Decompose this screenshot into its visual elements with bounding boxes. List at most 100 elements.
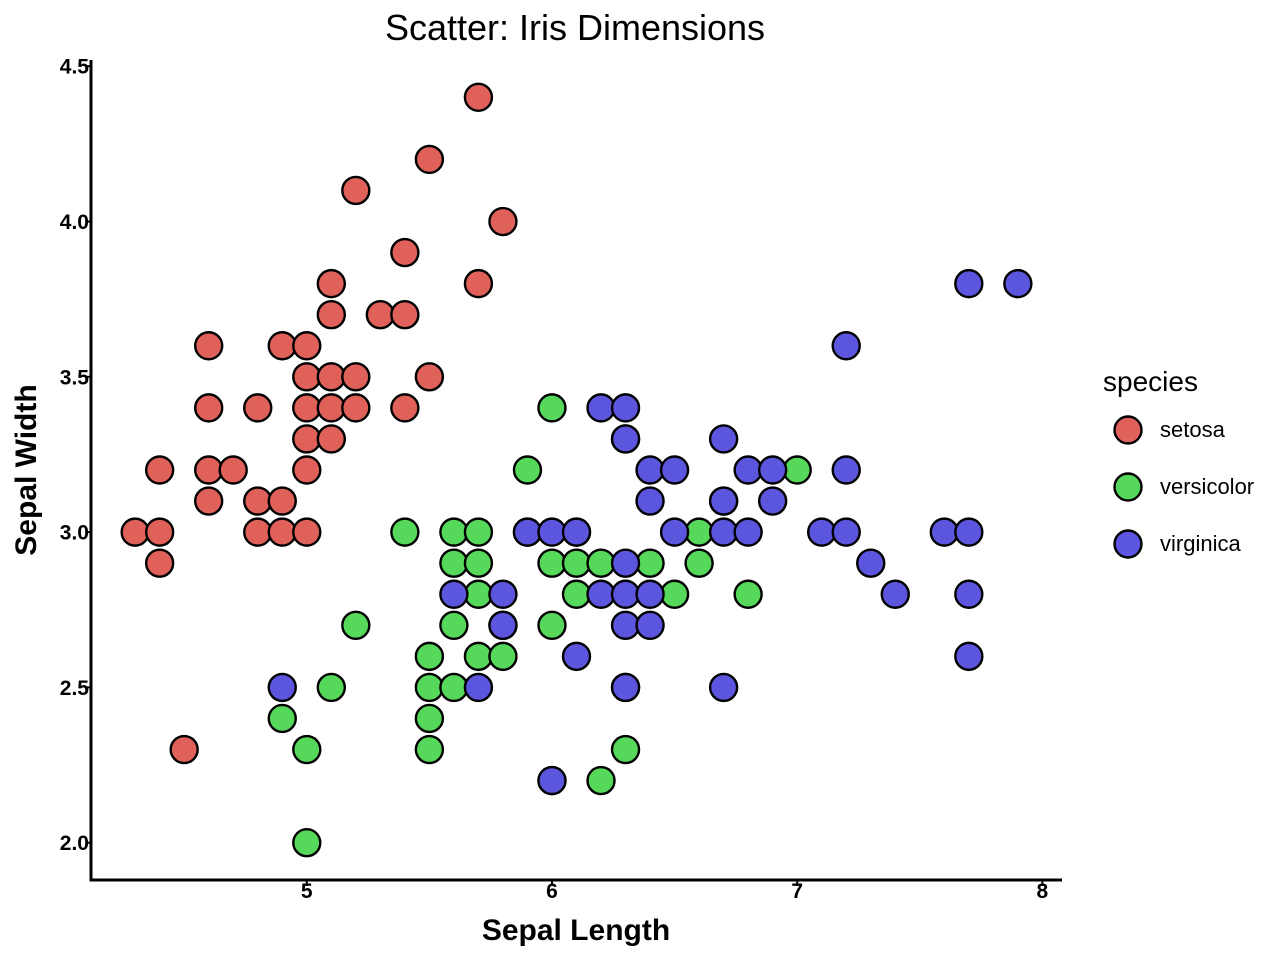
point-virginica-32 <box>807 517 837 547</box>
y-tick-label-3: 3.5 <box>60 366 90 389</box>
point-virginica-31 <box>757 455 788 485</box>
point-versicolor-26 <box>561 579 592 609</box>
point-versicolor-9 <box>414 641 445 672</box>
x-tick-label-2: 7 <box>791 880 803 903</box>
point-setosa-13 <box>267 517 297 547</box>
point-setosa-19 <box>292 424 322 454</box>
point-versicolor-36 <box>684 548 714 578</box>
point-setosa-24 <box>316 299 346 330</box>
point-setosa-30 <box>365 299 396 330</box>
point-virginica-36 <box>856 548 886 578</box>
point-virginica-20 <box>635 486 665 516</box>
point-setosa-26 <box>316 424 346 454</box>
y-tick-label-0: 2.0 <box>60 832 89 855</box>
point-virginica-42 <box>954 268 984 299</box>
x-tick-label-1: 6 <box>546 880 558 903</box>
point-virginica-8 <box>561 641 592 672</box>
point-virginica-38 <box>929 517 960 547</box>
point-virginica-5 <box>512 517 543 547</box>
point-setosa-10 <box>243 393 273 423</box>
point-versicolor-2 <box>292 828 322 858</box>
point-versicolor-29 <box>586 765 616 796</box>
point-setosa-20 <box>292 455 322 485</box>
point-virginica-12 <box>610 672 641 703</box>
point-versicolor-13 <box>439 517 469 547</box>
point-setosa-0 <box>120 517 150 547</box>
point-virginica-40 <box>954 579 984 609</box>
point-setosa-38 <box>488 206 518 237</box>
point-versicolor-6 <box>414 734 445 765</box>
point-virginica-6 <box>537 765 567 796</box>
point-versicolor-35 <box>659 579 690 609</box>
data-points <box>120 82 1033 858</box>
legend-swatch-virginica <box>1113 529 1143 559</box>
y-axis-ticks: 2.0 2.5 3.0 3.5 4.0 4.5 <box>60 56 91 855</box>
point-setosa-1 <box>144 517 175 547</box>
point-versicolor-1 <box>292 734 322 765</box>
point-virginica-9 <box>561 517 592 547</box>
point-setosa-6 <box>193 455 224 485</box>
point-versicolor-5 <box>390 517 420 547</box>
point-setosa-18 <box>292 362 322 392</box>
point-virginica-17 <box>610 393 641 423</box>
point-virginica-14 <box>610 579 641 609</box>
point-versicolor-3 <box>316 672 346 703</box>
point-virginica-2 <box>463 672 494 703</box>
point-versicolor-12 <box>439 548 469 578</box>
point-versicolor-14 <box>463 641 494 672</box>
point-virginica-19 <box>635 579 665 609</box>
point-virginica-39 <box>954 641 984 672</box>
point-versicolor-16 <box>463 548 494 578</box>
point-versicolor-30 <box>586 548 616 578</box>
point-virginica-43 <box>1003 268 1033 299</box>
chart-title: Scatter: Iris Dimensions <box>385 7 765 48</box>
point-versicolor-39 <box>733 579 763 609</box>
point-versicolor-15 <box>463 579 494 609</box>
point-versicolor-10 <box>439 672 469 703</box>
point-setosa-27 <box>341 362 371 392</box>
point-setosa-11 <box>243 486 273 516</box>
legend-title: species <box>1103 366 1198 397</box>
point-virginica-3 <box>488 610 518 641</box>
y-tick-label-2: 3.0 <box>60 522 89 545</box>
point-setosa-32 <box>390 299 420 330</box>
point-virginica-34 <box>831 455 861 485</box>
point-setosa-5 <box>193 486 224 516</box>
point-versicolor-0 <box>267 703 297 734</box>
point-versicolor-17 <box>463 517 494 547</box>
point-virginica-30 <box>757 486 788 516</box>
point-virginica-28 <box>733 517 763 547</box>
point-versicolor-37 <box>684 517 714 547</box>
x-tick-label-3: 8 <box>1037 880 1049 903</box>
point-versicolor-23 <box>537 548 567 578</box>
point-versicolor-7 <box>414 703 445 734</box>
legend-swatch-setosa <box>1113 415 1143 445</box>
point-versicolor-20 <box>512 455 543 485</box>
legend: species setosa versicolor virginica <box>1103 366 1254 559</box>
point-virginica-24 <box>708 672 739 703</box>
point-setosa-33 <box>390 393 420 423</box>
point-virginica-1 <box>439 579 469 609</box>
y-tick-label-1: 2.5 <box>60 677 90 700</box>
point-setosa-7 <box>193 393 224 423</box>
point-virginica-37 <box>880 579 910 609</box>
point-setosa-12 <box>243 517 273 547</box>
legend-swatch-versicolor <box>1113 472 1143 502</box>
y-tick-label-4: 4.0 <box>60 211 89 234</box>
legend-items: setosa versicolor virginica <box>1113 415 1254 559</box>
point-setosa-34 <box>414 144 445 175</box>
point-virginica-18 <box>635 610 665 641</box>
point-setosa-4 <box>169 734 199 765</box>
point-virginica-0 <box>267 672 297 703</box>
point-setosa-37 <box>463 268 494 299</box>
point-virginica-25 <box>708 517 739 547</box>
point-versicolor-4 <box>341 610 371 641</box>
x-tick-label-0: 5 <box>301 880 313 903</box>
point-setosa-2 <box>144 548 175 578</box>
legend-label-setosa: setosa <box>1160 417 1226 442</box>
point-setosa-14 <box>267 486 297 516</box>
point-virginica-4 <box>488 579 518 609</box>
point-setosa-36 <box>463 82 494 112</box>
point-virginica-13 <box>610 610 641 641</box>
